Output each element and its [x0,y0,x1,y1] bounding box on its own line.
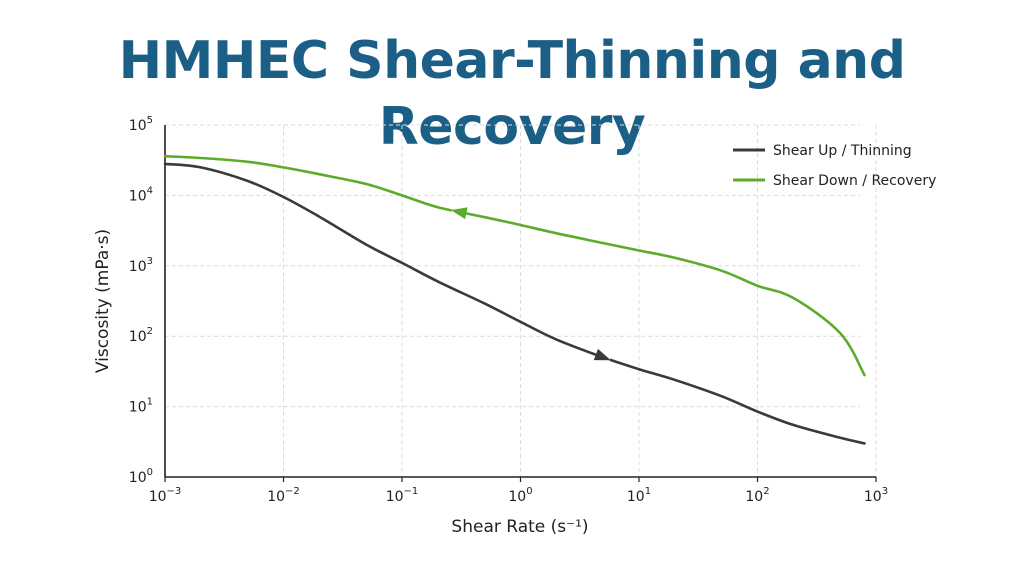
legend-label-shear-down: Shear Down / Recovery [773,173,936,189]
series-lines [163,154,866,445]
x-tick-label: 10−3 [149,486,182,505]
legend: Shear Up / Thinning Shear Down / Recover… [733,143,936,189]
x-tick-label: 102 [745,486,769,505]
x-axis-label: Shear Rate (s⁻¹) [451,517,588,537]
y-tick-labels: 100 101 102 103 104 105 [129,115,153,486]
grid [164,124,877,478]
direction-arrow-icon [450,207,468,220]
series-line-shear-down [163,154,866,377]
x-tick-label: 10−2 [267,486,300,505]
y-tick-label: 103 [129,256,153,275]
y-tick-label: 100 [129,467,153,486]
y-tick-label: 104 [129,185,153,204]
y-tick-label: 102 [129,326,153,345]
series-line-shear-up [163,162,866,445]
y-axis-label: Viscosity (mPa·s) [93,229,113,373]
x-tick-label: 100 [508,486,532,505]
legend-label-shear-up: Shear Up / Thinning [773,143,912,159]
x-tick-label: 101 [627,486,651,505]
x-tick-labels: 10−3 10−2 10−1 100 101 102 103 [149,477,888,505]
x-tick-label: 103 [864,486,888,505]
x-tick-label: 10−1 [386,486,419,505]
direction-arrow-icon [593,348,611,361]
chart-title: HMHEC Shear-Thinning and Recovery [118,31,906,157]
y-tick-label: 105 [129,115,153,134]
y-tick-label: 101 [129,397,153,416]
